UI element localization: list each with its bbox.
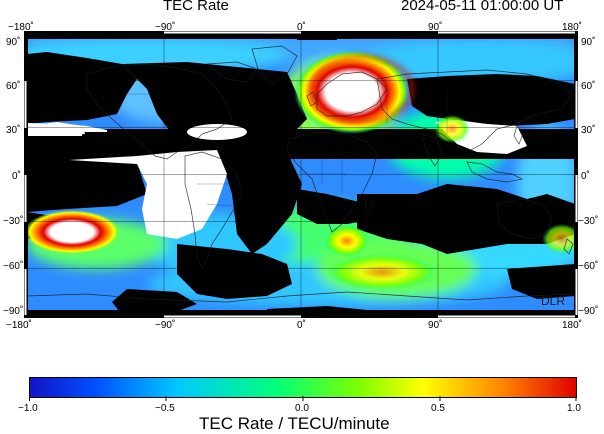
lon-tick-top: −180˚	[8, 22, 34, 33]
lat-tick-right: 60˚	[581, 81, 596, 92]
lat-tick-right: −30˚	[578, 216, 599, 227]
colorbar-tick: −0.5	[155, 403, 175, 414]
lon-tick-top: −90˚	[155, 22, 176, 33]
lat-tick-left: 60˚	[6, 81, 21, 92]
lat-tick-right: −90˚	[578, 306, 599, 317]
timestamp: 2024-05-11 01:00:00 UT	[401, 0, 564, 14]
colorbar-label: TEC Rate / TECU/minute	[199, 414, 390, 433]
lon-tick-bottom: −180˚	[6, 320, 32, 331]
colorbar-tick: 0.5	[431, 403, 445, 414]
colorbar-tick-marks	[29, 396, 577, 401]
colorbar-tick: 0.0	[295, 403, 309, 414]
colorbar-tick: 1.0	[567, 403, 581, 414]
tec-rate-map	[27, 34, 575, 315]
lon-tick-bottom: −90˚	[155, 320, 176, 331]
lon-tick-top: 90˚	[428, 22, 443, 33]
map-title: TEC Rate	[163, 0, 229, 14]
lat-tick-right: 30˚	[581, 125, 596, 136]
dlr-watermark: DLR	[541, 294, 566, 308]
lon-tick-top: 180˚	[562, 22, 583, 33]
lat-tick-left: −30˚	[3, 216, 24, 227]
colorbar-tick: −1.0	[18, 403, 38, 414]
colorbar	[29, 377, 577, 398]
lon-tick-bottom: 0˚	[297, 320, 306, 331]
lat-tick-left: 0˚	[12, 171, 21, 182]
lon-tick-top: 0˚	[297, 22, 306, 33]
lat-tick-left: 90˚	[6, 37, 21, 48]
lat-tick-left: −60˚	[3, 261, 24, 272]
map-frame	[24, 31, 578, 318]
lat-tick-right: 90˚	[581, 37, 596, 48]
lon-tick-bottom: 90˚	[428, 320, 443, 331]
lat-tick-left: −90˚	[3, 306, 24, 317]
lat-tick-left: 30˚	[6, 125, 21, 136]
lat-tick-right: 0˚	[581, 171, 590, 182]
lat-tick-right: −60˚	[578, 261, 599, 272]
lon-tick-bottom: 180˚	[562, 320, 583, 331]
